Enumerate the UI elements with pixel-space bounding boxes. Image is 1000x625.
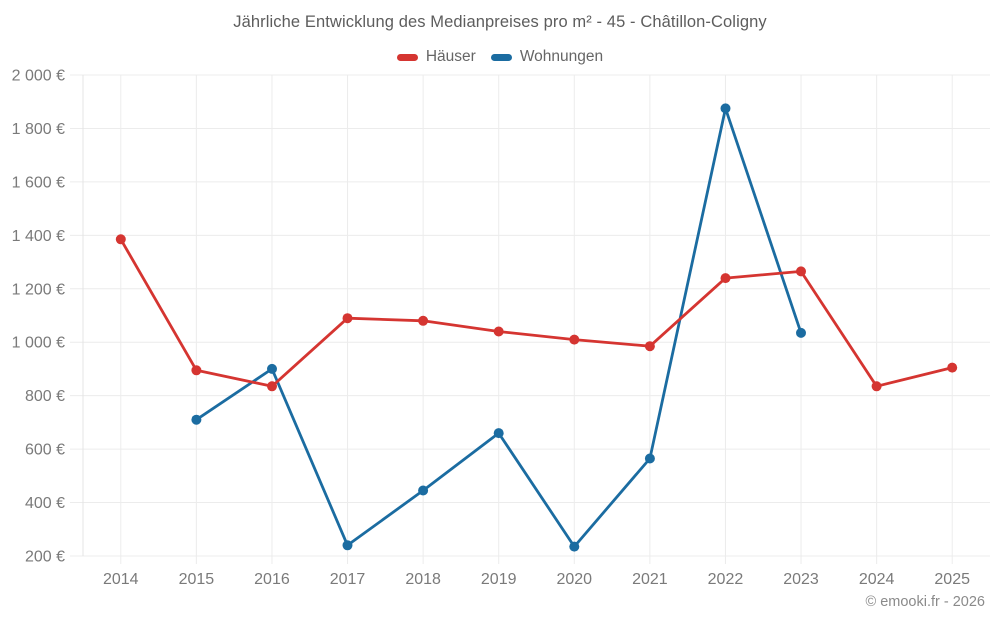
data-point-Häuser-2019[interactable] [493, 326, 504, 337]
legend-label: Wohnungen [519, 48, 604, 65]
y-axis-tick-label: 1 000 € [12, 335, 65, 352]
data-point-Wohnungen-2020[interactable] [569, 541, 580, 552]
data-point-Häuser-2024[interactable] [871, 381, 882, 392]
y-axis-tick-label: 800 € [25, 388, 65, 405]
data-point-Häuser-2018[interactable] [418, 315, 429, 326]
data-point-Häuser-2015[interactable] [191, 365, 202, 376]
data-point-Wohnungen-2021[interactable] [644, 453, 655, 464]
chart-legend: Häuser Wohnungen [0, 48, 1000, 66]
x-axis-tick-label: 2015 [179, 571, 215, 588]
x-axis-tick-label: 2022 [708, 571, 744, 588]
y-axis-tick-label: 200 € [25, 549, 65, 566]
y-axis-tick-label: 400 € [25, 495, 65, 512]
y-axis-tick-label: 600 € [25, 442, 65, 459]
y-axis-tick-label: 2 000 € [12, 68, 65, 85]
data-point-Wohnungen-2023[interactable] [796, 327, 806, 338]
data-point-Wohnungen-2019[interactable] [493, 428, 504, 439]
data-point-Häuser-2023[interactable] [796, 266, 806, 277]
data-point-Wohnungen-2022[interactable] [720, 103, 731, 114]
data-point-Häuser-2016[interactable] [267, 381, 277, 392]
x-axis-tick-label: 2014 [103, 571, 139, 588]
data-point-Wohnungen-2018[interactable] [418, 485, 429, 496]
copyright-text: © emooki.fr - 2026 [865, 594, 985, 610]
x-axis-tick-label: 2019 [481, 571, 517, 588]
legend-label: Häuser [425, 48, 476, 65]
legend-item-0[interactable]: Häuser [396, 48, 476, 66]
y-axis-tick-label: 1 200 € [12, 281, 65, 298]
x-axis-tick-label: 2021 [632, 571, 668, 588]
x-axis-tick-label: 2020 [556, 571, 592, 588]
y-axis-tick-label: 1 600 € [12, 174, 65, 191]
x-axis-tick-label: 2018 [405, 571, 441, 588]
y-axis-tick-label: 1 400 € [12, 228, 65, 245]
x-axis-tick-label: 2023 [783, 571, 819, 588]
legend-swatch [490, 53, 512, 61]
x-axis-tick-label: 2024 [859, 571, 895, 588]
data-point-Häuser-2017[interactable] [342, 313, 353, 324]
data-point-Häuser-2020[interactable] [569, 334, 580, 345]
data-point-Häuser-2021[interactable] [644, 341, 655, 352]
data-point-Häuser-2022[interactable] [720, 273, 731, 284]
data-point-Wohnungen-2016[interactable] [267, 363, 277, 374]
legend-swatch [396, 53, 418, 61]
data-point-Häuser-2025[interactable] [947, 362, 958, 373]
data-point-Wohnungen-2017[interactable] [342, 540, 353, 551]
y-axis-tick-label: 1 800 € [12, 121, 65, 138]
x-axis-tick-label: 2017 [330, 571, 366, 588]
x-axis-tick-label: 2016 [254, 571, 290, 588]
data-point-Wohnungen-2015[interactable] [191, 414, 202, 425]
chart-title: Jährliche Entwicklung des Medianpreises … [233, 13, 767, 31]
legend-item-1[interactable]: Wohnungen [490, 48, 604, 66]
series-line-0 [119, 238, 953, 388]
data-point-Häuser-2014[interactable] [115, 234, 126, 245]
x-axis-tick-label: 2025 [934, 571, 970, 588]
